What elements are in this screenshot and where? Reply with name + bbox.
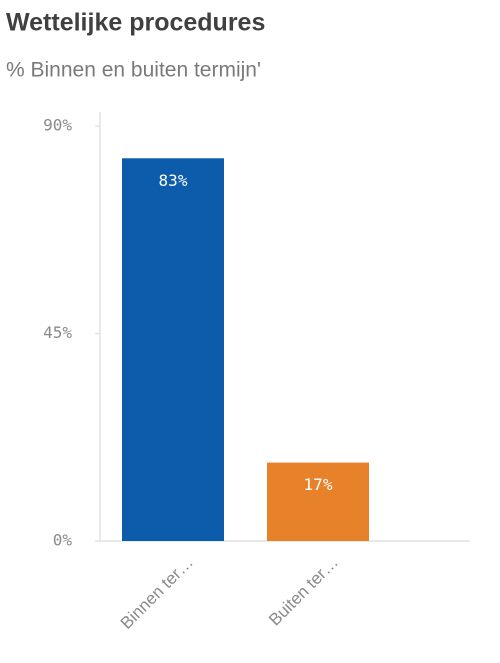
value-label: 17%: [304, 475, 333, 494]
y-tick-label: 90%: [43, 116, 72, 135]
y-tick-label: 45%: [43, 323, 72, 342]
x-tick-label: Binnen ter…: [117, 553, 197, 633]
y-tick-label: 0%: [53, 531, 73, 550]
value-label: 83%: [159, 171, 188, 190]
bar: [267, 462, 369, 541]
x-tick-label: Buiten ter…: [265, 553, 342, 630]
bar: [122, 158, 224, 541]
chart-title: Wettelijke procedures: [6, 9, 265, 37]
chart-subtitle: % Binnen en buiten termijn': [6, 59, 261, 82]
